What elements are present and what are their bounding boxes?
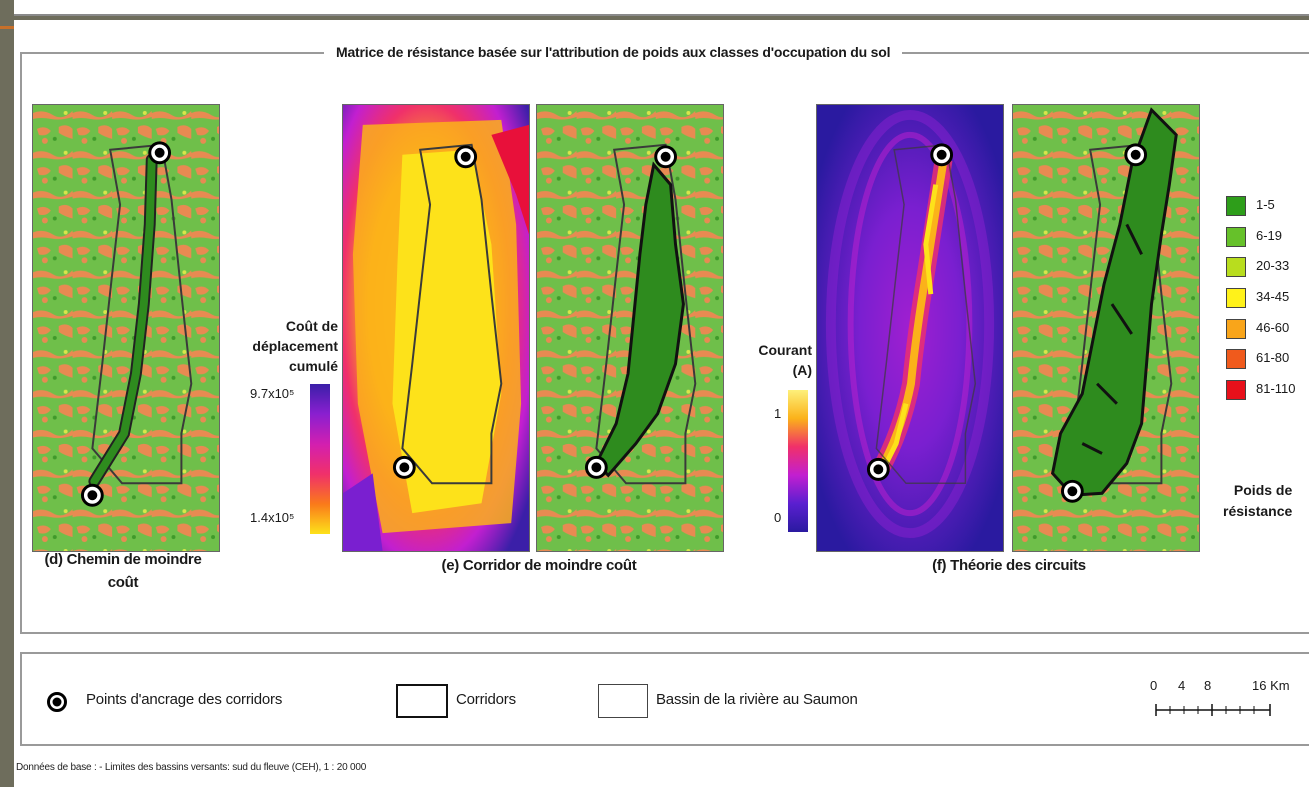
resistance-class-4: 34-45 (1226, 288, 1309, 319)
top-strip (14, 0, 1309, 16)
resistance-legend-title: Poids de résistance (1223, 482, 1293, 519)
resistance-legend: 1-5 6-19 20-33 34-45 46-60 61-80 81-110 (1226, 196, 1309, 411)
map-least-cost-corridor (536, 104, 724, 552)
accent-line (0, 26, 14, 29)
scale-label-8: 8 (1204, 678, 1212, 693)
legend-swatch (1226, 349, 1246, 370)
resistance-class-3: 20-33 (1226, 257, 1309, 288)
current-colorbar (788, 390, 808, 532)
cost-colorbar-min: 1.4x10⁵ (250, 510, 295, 525)
map-circuit-current (816, 104, 1004, 552)
figure: Matrice de résistance basée sur l'attrib… (14, 20, 1309, 787)
main-title: Matrice de résistance basée sur l'attrib… (324, 44, 903, 60)
resistance-class-5: 46-60 (1226, 318, 1309, 350)
basin-outline (401, 143, 503, 485)
map-cost-surface (342, 104, 530, 552)
resistance-class-7: 81-110 (1226, 380, 1309, 411)
legend-corridors-label: Corridors (456, 691, 516, 708)
resistance-class-2: 6-19 (1226, 226, 1309, 258)
legend-panel (20, 652, 1309, 746)
footnote: Données de base : - Limites des bassins … (16, 762, 367, 773)
current-colorbar-tick-0: 0 (774, 510, 782, 525)
corridor-polygon (594, 161, 685, 478)
cost-colorbar-max: 9.7x10⁵ (250, 386, 295, 401)
legend-swatch (1226, 196, 1246, 216)
scale-label-4: 4 (1178, 678, 1186, 693)
panel-label-f: (f) Théorie des circuits (932, 557, 1086, 574)
panel-label-e: (e) Corridor de moindre coût (441, 557, 637, 574)
anchor-point-icon (47, 692, 67, 712)
corridor-polygon (1050, 107, 1178, 497)
scale-label-16: 16 Km (1252, 678, 1290, 693)
map-circuit-corridors (1012, 104, 1200, 552)
scale-bar (1155, 704, 1271, 716)
corridor-legend-box (396, 684, 448, 718)
resistance-class-6: 61-80 (1226, 349, 1309, 380)
cost-colorbar (310, 384, 330, 534)
legend-swatch (1226, 380, 1246, 401)
resistance-class-1: 1-5 (1226, 196, 1309, 227)
basin-outline (875, 144, 977, 485)
legend-swatch (1226, 226, 1246, 247)
legend-basin-label: Bassin de la rivière au Saumon (656, 691, 858, 708)
legend-swatch (1226, 257, 1246, 278)
current-colorbar-title: Courant (A) (758, 342, 812, 378)
legend-swatch (1226, 318, 1246, 339)
basin-outline (595, 143, 697, 485)
scale-label-0: 0 (1150, 678, 1158, 693)
legend-anchor-label: Points d'ancrage des corridors (86, 691, 283, 708)
panel-label-d: (d) Chemin de moindre coût (44, 551, 202, 591)
legend-swatch (1226, 288, 1246, 309)
cost-colorbar-title: Coût de déplacement cumulé (252, 318, 338, 374)
basin-outline (91, 143, 193, 485)
map-least-cost-path (32, 104, 220, 552)
basin-legend-box (598, 684, 648, 718)
current-colorbar-tick-1: 1 (774, 406, 782, 421)
